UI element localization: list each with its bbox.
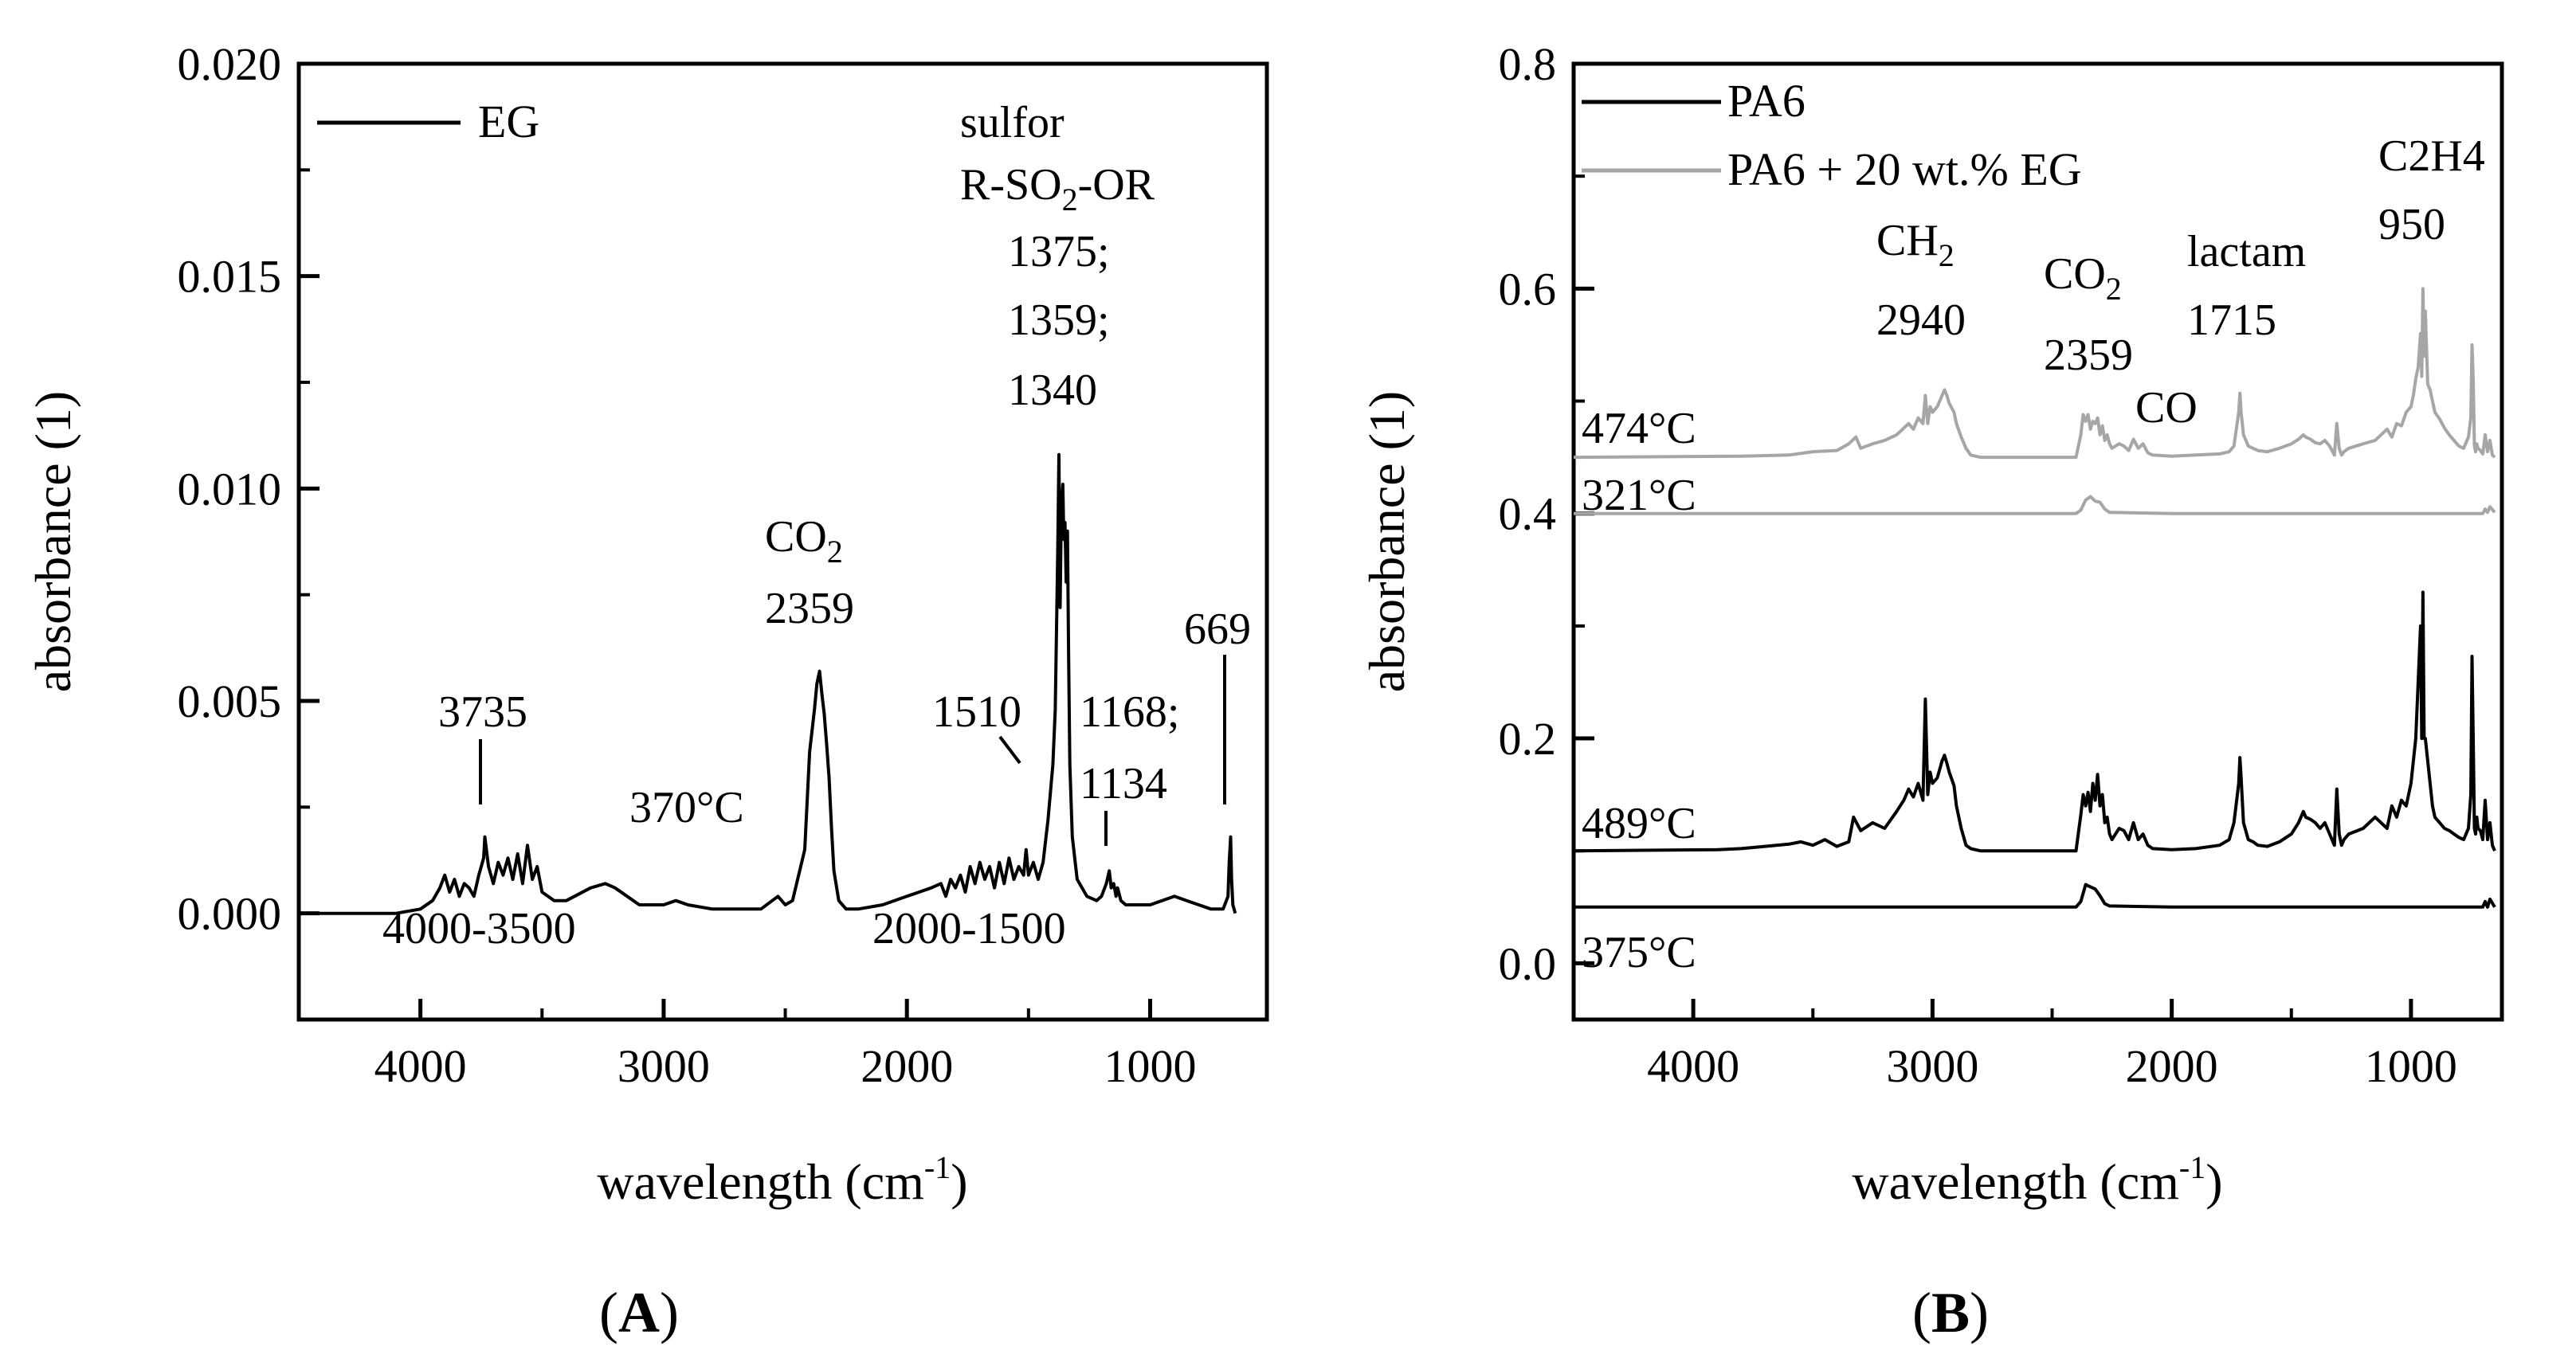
panel-b: 0.0 0.2 0.4 0.6 0.8 4000 3000 2000 1000 PA6 PA6… [1359,38,2504,1345]
series-line-pa6-20-wt-eg-474-c [1573,287,2496,460]
panel-a-plot-frame [296,61,1269,1022]
x-tick-label: 3000 [1886,1040,1978,1092]
legend-label-pa6: PA6 [1727,75,1806,127]
series-line-pa6-20-wt-eg-321-c [1574,495,2496,515]
x-tick-label: 1000 [2365,1040,2457,1092]
panel-b-y-ticks: 0.0 0.2 0.4 0.6 0.8 [1499,38,1594,989]
panel-b-series [1573,287,2496,909]
annotation-2940: 2940 [1876,296,1966,345]
y-tick-label: 0.005 [178,675,282,727]
annotation-lactam: lactam [2187,227,2306,276]
panel-a-series [299,452,1237,915]
y-tick-label: 0.015 [178,251,282,303]
annotation-1510: 1510 [932,687,1021,737]
annotation-370c: 370°C [629,783,744,832]
y-tick-label: 0.4 [1499,488,1557,540]
x-tick-label: 4000 [1647,1040,1739,1092]
annotation-1168: 1168; [1080,687,1179,737]
annotation-950: 950 [2378,200,2445,249]
x-tick-label: 2000 [2126,1040,2218,1092]
label-375c: 375°C [1582,928,1696,977]
panel-b-label: (B) [1912,1281,1989,1345]
panel-b-y-axis-title: absorbance (1) [1359,391,1415,692]
annotation-2359: 2359 [765,584,854,633]
annotation-co2: CO2 [765,512,843,570]
x-tick-label: 3000 [618,1040,710,1092]
annotation-4000-3500: 4000-3500 [382,904,576,953]
annotation-2000-1500: 2000-1500 [872,904,1066,953]
series-line-eg [299,452,1237,915]
x-tick-label: 4000 [374,1040,467,1092]
annotation-c2h4: C2H4 [2378,131,2485,181]
y-tick-label: 0.6 [1499,263,1557,315]
panel-a-y-ticks: 0.000 0.005 0.010 0.015 0.020 [178,38,320,940]
panel-a-x-axis-title: wavelength (cm-1) [597,1149,967,1210]
annotation-ch2: CH2 [1876,216,1955,273]
label-489c: 489°C [1582,799,1696,848]
y-tick-label: 0.000 [178,888,282,940]
series-line-pa6-375-c [1574,883,2496,909]
x-tick-label: 2000 [861,1040,953,1092]
leader-1510 [998,735,1021,765]
annotation-r-so2-or: R-SO2-OR [960,160,1155,217]
annotation-3735: 3735 [438,687,527,737]
panel-a-label: (A) [599,1281,679,1345]
annotation-1340: 1340 [1008,366,1097,415]
legend-label-eg: EG [478,96,539,147]
panel-a-x-ticks: 4000 3000 2000 1000 [297,999,1196,1092]
panel-b-plot-frame [1571,61,2504,1022]
y-tick-label: 0.8 [1499,38,1557,90]
label-321c: 321°C [1582,471,1696,520]
annotation-1134: 1134 [1080,759,1167,808]
panel-a: 0.000 0.005 0.010 0.015 0.020 4000 3000 2000 10… [25,38,1269,1345]
panel-b-x-ticks: 4000 3000 2000 1000 [1572,999,2457,1092]
y-tick-label: 0.020 [178,38,282,90]
annotation-sulfor: sulfor [960,98,1065,147]
y-tick-label: 0.0 [1499,937,1557,989]
annotation-1359: 1359; [1008,296,1110,345]
annotation-1375: 1375; [1008,227,1110,276]
panel-a-y-axis-title: absorbance (1) [25,391,81,692]
panel-b-x-axis-title: wavelength (cm-1) [1852,1149,2222,1210]
annotation-co2-b: CO2 [2044,249,2122,307]
legend-label-pa6-eg: PA6 + 20 wt.% EG [1727,143,2082,195]
annotation-1715: 1715 [2187,296,2276,345]
label-474c: 474°C [1582,404,1696,453]
annotation-co: CO [2135,383,2198,433]
annotation-669: 669 [1184,605,1251,654]
annotation-2359-b: 2359 [2044,331,2133,380]
x-tick-label: 1000 [1104,1040,1196,1092]
y-tick-label: 0.010 [178,463,282,515]
y-tick-label: 0.2 [1499,713,1557,765]
series-line-pa6-489-c [1573,590,2496,853]
